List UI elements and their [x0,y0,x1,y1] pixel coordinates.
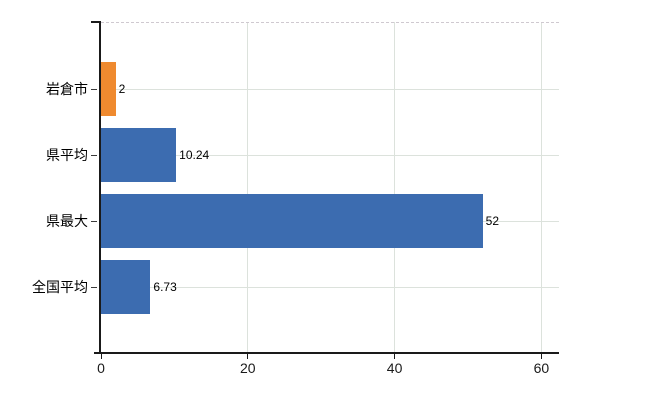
x-axis-line [94,352,559,354]
axis-top-cap [91,21,101,23]
v-gridline [540,22,542,352]
category-tick [91,286,97,288]
x-tick [540,354,542,359]
bar-value-label: 10.24 [179,148,210,162]
y-axis-line [99,22,101,353]
x-tick [100,354,102,359]
bar-2 [101,128,177,182]
plot-top-border [101,22,559,23]
h-gridline [101,88,559,90]
x-tick [247,354,249,359]
category-tick [91,88,97,90]
x-tick [394,354,396,359]
bar-value-label: 6.73 [153,280,177,294]
bar-value-label: 2 [118,82,126,96]
x-tick-label: 60 [533,360,550,376]
x-tick-label: 40 [386,360,403,376]
v-gridline [247,22,249,352]
h-gridline [101,154,559,156]
category-label-4: 全国平均 [32,279,88,295]
x-tick-label: 0 [97,360,105,376]
category-tick [91,154,97,156]
x-tick-label: 20 [239,360,256,376]
bar-4 [101,260,151,314]
h-gridline [101,286,559,288]
category-label-2: 県平均 [46,147,88,163]
v-gridline [394,22,396,352]
category-label-1: 岩倉市 [46,81,88,97]
bar-value-label: 52 [485,214,500,228]
category-tick [91,220,97,222]
bar-1 [101,62,116,116]
plot-area: 2 10.24 52 6.73 [101,22,559,352]
bar-3 [101,194,483,248]
category-label-3: 県最大 [46,213,88,229]
